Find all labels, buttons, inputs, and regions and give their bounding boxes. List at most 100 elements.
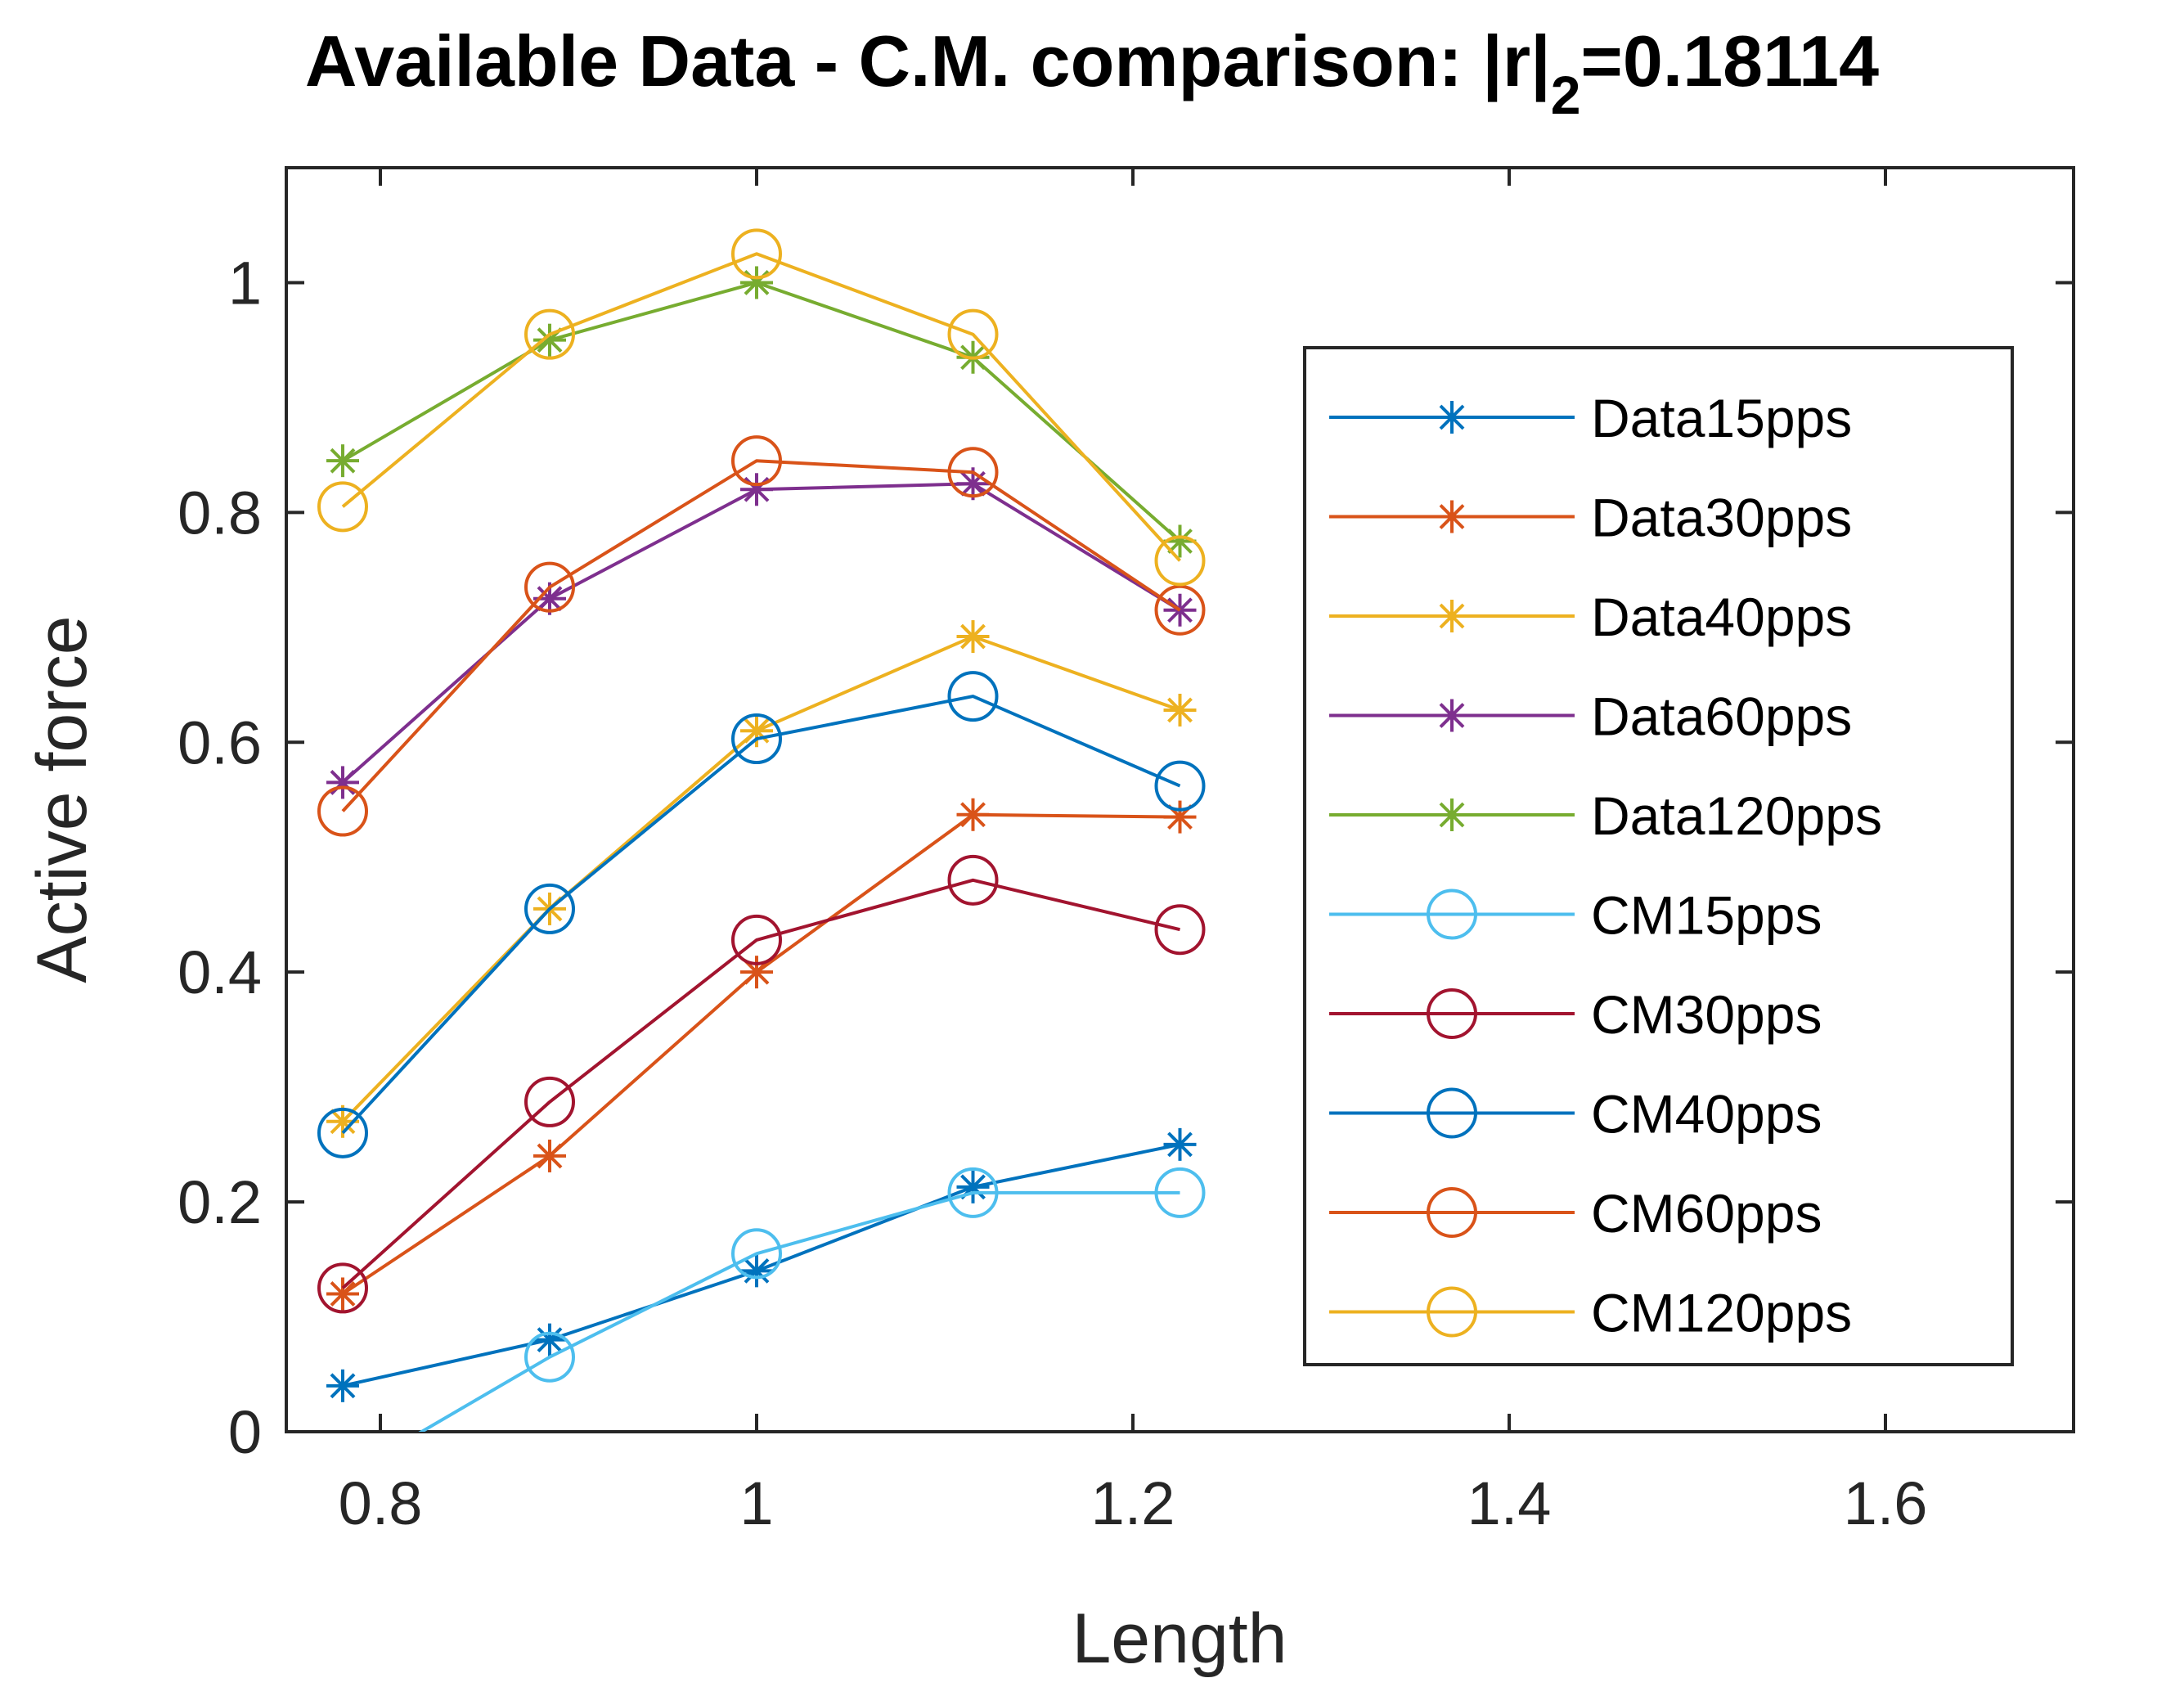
legend-label-cm60pps: CM60pps xyxy=(1591,1183,1822,1244)
y-tick-label: 0.6 xyxy=(178,709,262,776)
series-line-cm15pps xyxy=(418,1190,1180,1432)
chart-title-main: Available Data - C.M. comparison: |r| xyxy=(305,20,1551,102)
x-tick-label: 1.6 xyxy=(1844,1469,1928,1537)
data-point-cm40pps xyxy=(524,883,575,934)
axis-ticks: 0.8 1 1.2 1.4 1.6 0 0.2 0.4 0.6 0.8 1 xyxy=(178,168,2074,1537)
legend-marker-data30pps xyxy=(1436,500,1468,533)
x-tick-label: 1.4 xyxy=(1467,1469,1552,1537)
data-point-data120pps xyxy=(533,323,566,357)
star-marker-stroke xyxy=(1439,603,1465,629)
legend-item-data30pps: Data30pps xyxy=(1329,488,1852,548)
data-point-data60pps xyxy=(740,473,773,506)
data-point-cm120pps xyxy=(731,228,782,280)
legend-marker-cm60pps xyxy=(1427,1187,1477,1238)
data-point-data40pps xyxy=(956,620,990,654)
star-marker-stroke xyxy=(1439,703,1465,728)
data-point-data30pps xyxy=(533,1139,566,1172)
star-marker-stroke xyxy=(537,1327,563,1353)
chart-title: Available Data - C.M. comparison: |r|2=0… xyxy=(305,20,1879,125)
star-marker-stroke xyxy=(744,1257,770,1284)
legend-label-data30pps: Data30pps xyxy=(1591,488,1852,548)
legend-item-data60pps: Data60pps xyxy=(1329,686,1852,747)
legend-item-data40pps: Data40pps xyxy=(1329,587,1852,647)
data-point-cm60pps xyxy=(317,785,368,837)
data-point-cm40pps xyxy=(317,1107,368,1158)
y-tick-label: 0.4 xyxy=(178,938,262,1006)
star-marker-stroke xyxy=(330,448,356,474)
series-line-cm40pps xyxy=(341,695,1181,1135)
legend-label-data40pps: Data40pps xyxy=(1591,587,1852,647)
data-point-data40pps xyxy=(740,714,773,748)
series-cm30pps xyxy=(317,854,1206,1314)
legend-item-cm120pps: CM120pps xyxy=(1329,1283,1852,1343)
data-point-cm120pps xyxy=(947,308,999,360)
series-data30pps xyxy=(326,798,1197,1311)
data-point-cm30pps xyxy=(1154,904,1206,956)
x-tick-label: 0.8 xyxy=(339,1469,423,1537)
legend-marker-data15pps xyxy=(1436,401,1468,434)
legend-marker-cm120pps xyxy=(1427,1286,1477,1338)
series-cm120pps xyxy=(317,228,1206,587)
star-marker-stroke xyxy=(1439,802,1465,828)
y-tick-label: 0.2 xyxy=(178,1168,262,1236)
data-point-data120pps xyxy=(740,266,773,299)
series-line-cm60pps xyxy=(341,459,1181,812)
chart-title-suffix: =0.18114 xyxy=(1580,20,1879,101)
data-point-cm15pps xyxy=(947,1167,999,1218)
y-tick-label: 1 xyxy=(228,249,262,317)
legend-item-data15pps: Data15pps xyxy=(1329,388,1852,448)
legend-marker-data60pps xyxy=(1436,699,1468,732)
legend: Data15pps Data30pps Data40pps Data60pps Data… xyxy=(1303,346,2014,1366)
chart-title-subscript: 2 xyxy=(1551,65,1581,125)
legend-marker-data40pps xyxy=(1436,600,1468,632)
star-marker-stroke xyxy=(330,1373,356,1399)
data-point-cm60pps xyxy=(524,561,575,613)
x-tick-label: 1 xyxy=(739,1469,773,1537)
data-point-data30pps xyxy=(326,1277,359,1311)
legend-items: Data15pps Data30pps Data40pps Data60pps Data… xyxy=(1329,388,1882,1343)
data-point-cm40pps xyxy=(1154,760,1206,812)
legend-label-cm30pps: CM30pps xyxy=(1591,984,1822,1045)
series-line-cm120pps xyxy=(341,252,1181,562)
legend-item-cm30pps: CM30pps xyxy=(1329,984,1822,1045)
star-marker-stroke xyxy=(960,623,986,650)
legend-marker-cm40pps xyxy=(1427,1087,1477,1139)
y-tick-label: 0.8 xyxy=(178,479,262,547)
data-point-data120pps xyxy=(326,444,359,478)
y-tick-label: 0 xyxy=(228,1398,262,1466)
series-cm40pps xyxy=(317,671,1206,1158)
star-marker-stroke xyxy=(330,1109,356,1135)
legend-marker-cm30pps xyxy=(1427,988,1477,1039)
data-point-data30pps xyxy=(740,956,773,989)
legend-label-cm15pps: CM15pps xyxy=(1591,885,1822,946)
legend-item-cm15pps: CM15pps xyxy=(1329,885,1822,946)
star-marker-stroke xyxy=(744,959,770,985)
data-point-cm30pps xyxy=(317,1262,368,1314)
data-point-cm30pps xyxy=(524,1076,575,1127)
legend-marker-data120pps xyxy=(1436,799,1468,831)
data-point-cm40pps xyxy=(731,713,782,765)
star-marker-stroke xyxy=(960,802,986,828)
data-point-data60pps xyxy=(326,766,359,799)
data-point-cm30pps xyxy=(731,914,782,965)
data-point-cm15pps xyxy=(731,1228,782,1280)
data-point-data40pps xyxy=(1163,693,1197,727)
legend-marker-cm15pps xyxy=(1427,888,1477,940)
legend-item-cm60pps: CM60pps xyxy=(1329,1183,1822,1244)
plot-series xyxy=(317,228,1206,1432)
star-marker-stroke xyxy=(1167,697,1193,723)
x-tick-label: 1.2 xyxy=(1091,1469,1175,1537)
series-line-cm30pps xyxy=(341,878,1180,1289)
legend-item-data120pps: Data120pps xyxy=(1329,785,1882,846)
legend-label-cm40pps: CM40pps xyxy=(1591,1084,1822,1145)
data-point-cm60pps xyxy=(1154,584,1206,636)
legend-item-cm40pps: CM40pps xyxy=(1329,1084,1822,1145)
data-point-cm60pps xyxy=(731,435,782,487)
data-point-cm120pps xyxy=(317,481,368,533)
y-axis-label: Active force xyxy=(23,615,101,983)
data-point-cm40pps xyxy=(947,671,999,722)
star-marker-stroke xyxy=(537,586,563,612)
data-point-cm120pps xyxy=(524,308,575,360)
data-point-data30pps xyxy=(956,798,990,831)
